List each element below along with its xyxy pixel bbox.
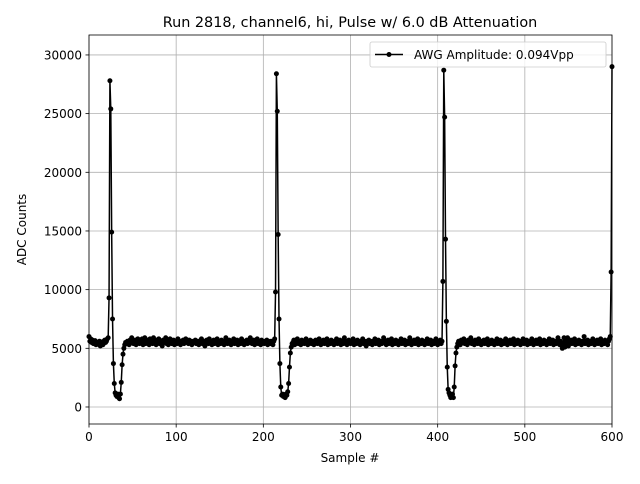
data-point [120,351,126,357]
data-point [108,106,114,112]
y-tick-label: 0 [74,400,82,414]
data-point [105,335,111,341]
legend-marker-sample [386,52,392,57]
data-point [407,335,413,341]
data-point [451,384,457,390]
data-point [443,318,449,324]
y-tick-label: 10000 [44,283,82,297]
data-point [117,396,123,402]
data-point [110,361,116,367]
legend: AWG Amplitude: 0.094Vpp [369,41,607,68]
data-point [273,71,279,77]
data-point [107,78,113,84]
data-point [607,334,613,340]
y-tick-label: 25000 [44,107,82,121]
chart-title: Run 2818, channel6, hi, Pulse w/ 6.0 dB … [163,15,538,31]
y-axis-label: ADC Counts [15,194,29,266]
data-point [450,395,456,401]
data-point [276,316,282,322]
data-point [286,364,292,370]
x-axis-label: Sample # [321,451,380,465]
data-point [555,335,561,341]
y-tick-label: 5000 [51,342,82,356]
x-tick-label: 500 [513,430,536,444]
data-point [273,289,279,295]
data-point [118,379,124,385]
data-point [608,269,614,275]
x-ticks: 0 100 200 300 400 500 600 [85,424,623,444]
data-point [106,295,112,301]
legend-label: AWG Amplitude: 0.094Vpp [414,48,574,62]
y-ticks: 0 5000 10000 15000 20000 25000 30000 [44,48,89,414]
data-point [119,362,125,368]
x-tick-label: 300 [339,430,362,444]
data-point [441,67,447,73]
y-tick-label: 30000 [44,48,82,62]
data-point [440,278,446,284]
data-point [111,381,117,387]
data-point [272,336,278,342]
data-point [439,338,445,344]
data-point [287,350,293,356]
data-point [277,361,283,367]
data-point [109,229,115,235]
x-tick-label: 100 [165,430,188,444]
y-tick-label: 15000 [44,224,82,238]
data-point [110,316,116,322]
x-tick-label: 400 [426,430,449,444]
data-point [159,343,165,349]
data-point [274,108,280,114]
data-point [452,363,458,369]
series-group [86,64,615,402]
data-point [581,334,587,340]
data-point [443,236,449,242]
data-point [117,391,123,397]
x-tick-label: 0 [85,430,93,444]
data-point [286,381,292,387]
data-point [285,389,291,395]
data-point [278,384,284,390]
x-tick-label: 600 [601,430,624,444]
data-point [444,364,450,370]
legend-box [369,41,607,68]
data-point [453,350,459,356]
y-tick-label: 20000 [44,166,82,180]
data-point [442,114,448,120]
x-tick-label: 200 [252,430,275,444]
data-point [275,231,281,237]
